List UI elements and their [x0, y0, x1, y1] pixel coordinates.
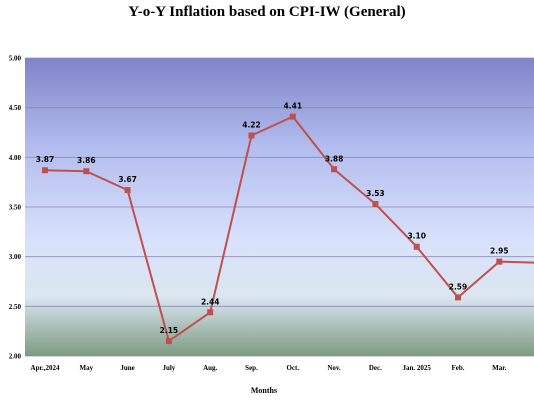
x-tick-label: May — [79, 364, 93, 372]
data-point-marker — [289, 113, 296, 120]
chart-title: Y-o-Y Inflation based on CPI-IW (General… — [128, 4, 405, 20]
y-axis-tick-labels: 2.00 2.50 3.00 3.50 4.00 4.50 5.00 — [9, 55, 22, 361]
data-point-marker — [124, 187, 131, 194]
data-label: 3.88 — [325, 154, 344, 163]
data-point-marker — [496, 258, 503, 265]
data-label: 4.41 — [284, 102, 303, 111]
y-tick-label: 4.00 — [9, 154, 22, 162]
data-markers — [42, 113, 503, 345]
data-labels: 3.87 3.86 3.67 2.15 2.44 4.22 4.41 3.88 3.53 3.10… — [36, 102, 509, 335]
data-point-marker — [207, 309, 214, 316]
y-tick-label: 4.50 — [9, 104, 22, 112]
data-label: 2.15 — [160, 326, 179, 335]
x-axis-label: Months — [251, 386, 277, 395]
x-tick-label: Mar. — [492, 364, 507, 372]
x-tick-label: Feb. — [451, 364, 464, 372]
data-label: 2.59 — [449, 282, 468, 291]
data-label: 3.67 — [118, 175, 137, 184]
x-tick-label: Sep. — [245, 364, 258, 372]
x-tick-label: Apr.,2024 — [31, 364, 60, 372]
data-point-marker — [413, 243, 420, 250]
data-point-marker — [165, 338, 172, 345]
data-label: 2.44 — [201, 297, 220, 306]
data-point-marker — [331, 166, 338, 173]
x-tick-label: Dec. — [369, 364, 382, 372]
x-axis-tick-labels: Apr.,2024 May June July Aug. Sep. Oct. Nov. Dec.… — [31, 364, 507, 372]
data-point-marker — [83, 168, 90, 175]
y-tick-label: 2.00 — [9, 353, 22, 361]
data-label: 3.86 — [77, 156, 96, 165]
data-label: 2.95 — [490, 247, 509, 256]
x-tick-label: Oct. — [286, 364, 299, 372]
x-tick-label: June — [120, 364, 134, 372]
data-label: 3.87 — [36, 155, 55, 164]
data-label: 4.22 — [242, 120, 261, 129]
x-tick-label: Aug. — [203, 364, 217, 372]
x-tick-label: Jan. 2025 — [402, 364, 431, 372]
y-tick-label: 2.50 — [9, 303, 22, 311]
gridlines — [25, 57, 534, 357]
y-tick-label: 3.50 — [9, 204, 22, 212]
y-tick-label: 5.00 — [9, 55, 22, 63]
data-point-marker — [372, 201, 379, 208]
x-tick-label: Nov. — [327, 364, 341, 372]
data-label: 3.53 — [366, 189, 385, 198]
data-point-marker — [455, 294, 461, 301]
data-point-marker — [248, 132, 255, 139]
x-tick-label: July — [162, 364, 175, 372]
y-tick-label: 3.00 — [9, 253, 22, 261]
data-label: 3.10 — [407, 232, 426, 241]
data-point-marker — [42, 167, 48, 174]
